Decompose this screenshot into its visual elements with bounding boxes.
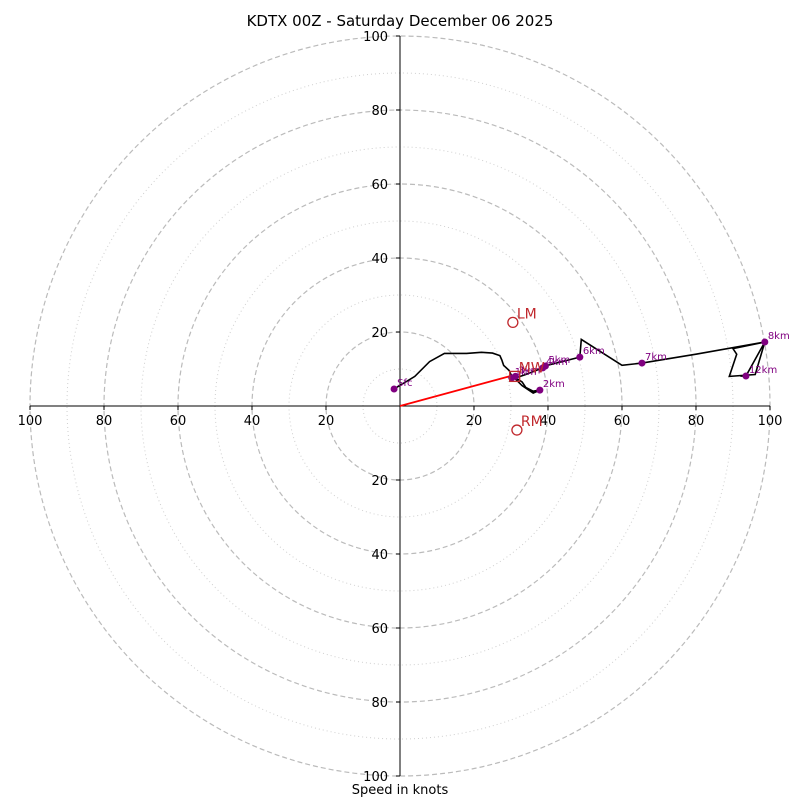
height-marker-12km	[742, 372, 750, 380]
y-tick-label: 100	[363, 30, 388, 45]
x-tick-label: 80	[688, 414, 705, 429]
x-tick-label: 80	[96, 414, 113, 429]
height-label-12km: 12km	[749, 365, 777, 376]
y-tick-label: 40	[371, 548, 388, 563]
storm-motion-label-RM: RM	[521, 414, 543, 430]
x-tick-label: 20	[318, 414, 335, 429]
height-label-4km: 4km	[546, 357, 568, 368]
x-tick-label: 60	[170, 414, 187, 429]
x-tick-label: 60	[614, 414, 631, 429]
chart-title: KDTX 00Z - Saturday December 06 2025	[246, 12, 554, 30]
storm-motion-label-LM: LM	[517, 306, 537, 322]
hodograph-line	[393, 338, 766, 394]
storm-motion-marker-RM	[511, 424, 523, 436]
x-axis-label: Speed in knots	[351, 783, 449, 798]
height-marker-6km	[576, 353, 584, 361]
y-tick-label: 20	[371, 474, 388, 489]
height-label-1km: 1km	[515, 367, 537, 378]
height-marker-3km	[511, 372, 519, 380]
y-tick-label: 20	[371, 326, 388, 341]
height-label-8km: 8km	[768, 331, 790, 342]
height-marker-7km	[638, 359, 646, 367]
x-tick-label: 40	[540, 414, 557, 429]
height-marker-2km	[536, 386, 544, 394]
storm-motion-label-MW: MW	[519, 360, 545, 376]
height-marker-Sfc	[390, 385, 398, 393]
height-label-Sfc: Sfc	[397, 378, 412, 389]
height-marker-5km	[541, 362, 549, 370]
y-tick-label: 100	[363, 770, 388, 785]
y-tick-label: 60	[371, 178, 388, 193]
storm-motion-marker-LM	[507, 316, 519, 329]
x-tick-label: 100	[758, 414, 783, 429]
y-tick-label: 40	[371, 252, 388, 267]
x-tick-label: 100	[18, 414, 43, 429]
y-tick-label: 60	[371, 622, 388, 637]
x-tick-label: 20	[466, 414, 483, 429]
height-marker-8km	[761, 338, 769, 346]
height-label-5km: 5km	[548, 355, 570, 366]
storm-motion-marker-MW	[509, 370, 521, 383]
height-label-2km: 2km	[543, 379, 565, 390]
height-label-6km: 6km	[583, 346, 605, 357]
height-label-3km: 3km	[518, 365, 540, 376]
y-tick-label: 80	[371, 104, 388, 119]
height-label-7km: 7km	[645, 352, 667, 363]
x-tick-label: 40	[244, 414, 261, 429]
shear-vector	[399, 374, 512, 407]
y-tick-label: 80	[371, 696, 388, 711]
